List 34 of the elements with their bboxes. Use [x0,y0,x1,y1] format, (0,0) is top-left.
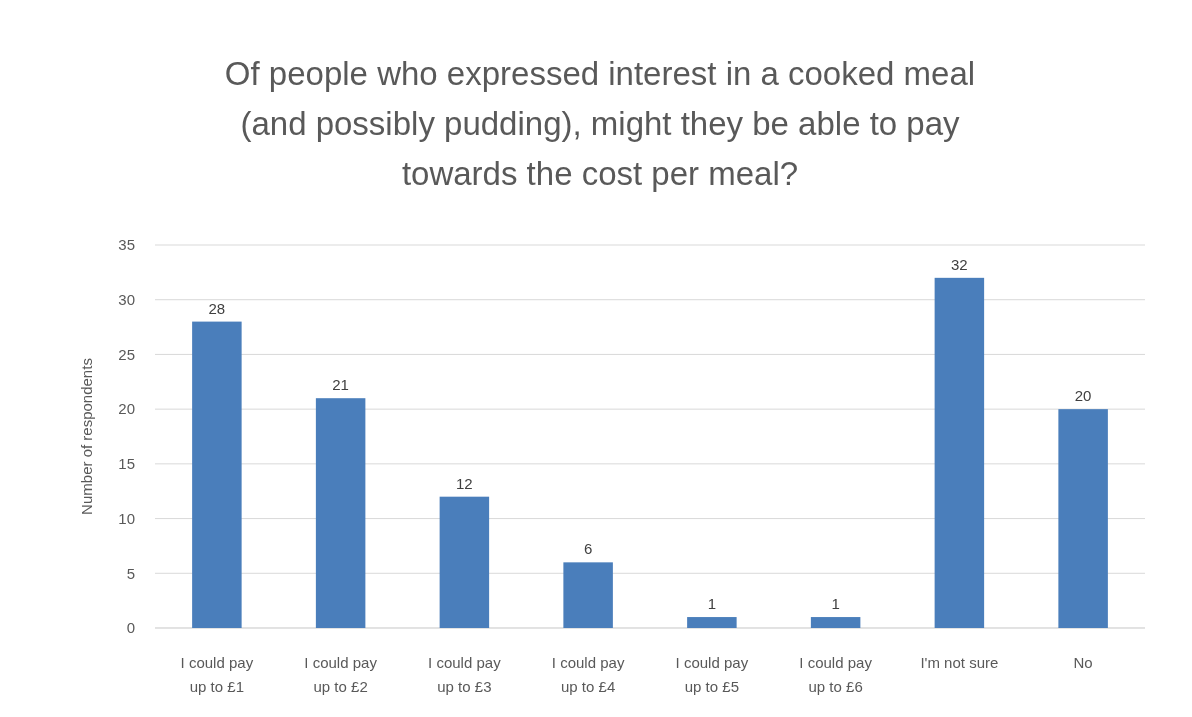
data-label: 21 [332,376,349,394]
bar [1058,409,1108,628]
x-tick-label: I could pay up to £6 [799,654,873,695]
data-label: 1 [831,595,840,613]
y-tick-label: 15 [118,455,135,473]
data-label: 1 [707,595,717,613]
x-tick-label: I could pay up to £5 [675,654,749,695]
x-tick-label: I could pay up to £4 [551,654,625,695]
chart-title: Of people who expressed interest in a cooked meal (and possibly pudding), might they be able to pay towards the cost per meal? [224,55,976,192]
data-label: 12 [456,474,473,492]
bar [439,496,490,628]
y-tick-label: 0 [126,619,135,637]
data-label: 20 [1074,387,1092,405]
bar [192,321,242,628]
y-tick-label: 25 [118,345,135,363]
data-label: 6 [583,540,593,558]
bar [810,617,861,628]
bar [934,277,985,628]
y-tick-label: 5 [126,564,135,582]
bar [563,562,613,628]
x-tick-label: No [1073,654,1093,671]
x-tick-label: I'm not sure [920,654,999,671]
y-tick-label: 10 [118,509,135,527]
data-label: 28 [208,299,226,317]
data-label: 32 [951,255,968,273]
bar [687,617,737,628]
y-tick-label: 20 [118,400,135,418]
y-tick-label: 35 [118,236,135,254]
x-tick-label: I could pay up to £3 [428,654,502,695]
x-tick-label: I could pay up to £1 [180,654,254,695]
y-axis-title: Number of respondents [78,358,95,515]
x-tick-label: I could pay up to £2 [304,654,378,695]
y-tick-label: 30 [118,290,135,308]
bar [315,398,366,628]
